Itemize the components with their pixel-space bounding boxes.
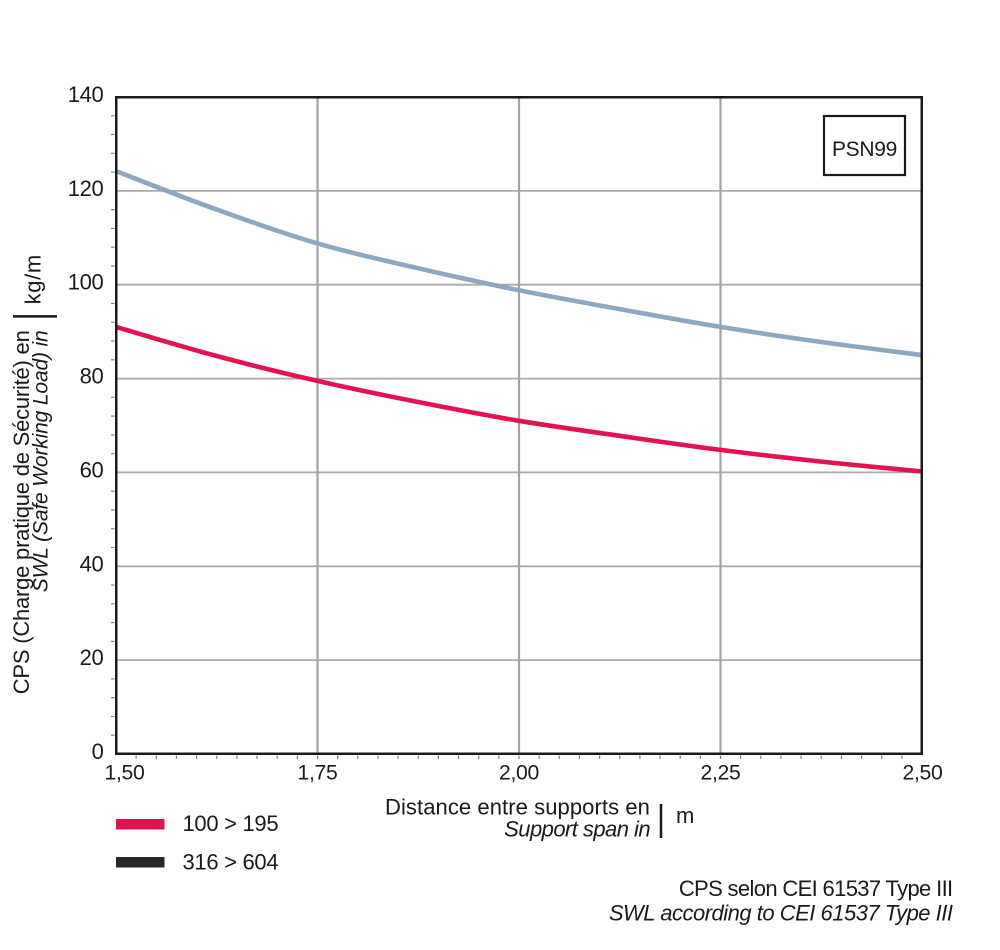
svg-text:80: 80 [80,364,104,389]
svg-text:SWL according to CEI 61537 Typ: SWL according to CEI 61537 Type III [609,901,953,926]
svg-text:100 > 195: 100 > 195 [183,811,279,836]
svg-text:100: 100 [68,270,104,295]
svg-text:2,50: 2,50 [902,762,942,785]
svg-text:1,75: 1,75 [297,762,337,785]
svg-text:SWL (Safe Working Load) in: SWL (Safe Working Load) in [30,330,53,592]
svg-text:60: 60 [80,457,104,482]
svg-text:PSN99: PSN99 [832,138,897,161]
svg-text:120: 120 [68,176,104,201]
svg-text:20: 20 [80,645,104,670]
svg-text:2,00: 2,00 [499,762,539,785]
svg-text:Distance entre supports en: Distance entre supports en [385,795,650,820]
svg-text:2,25: 2,25 [700,762,740,785]
svg-text:kg/m: kg/m [21,254,46,304]
svg-text:1,50: 1,50 [104,762,144,785]
svg-text:40: 40 [80,551,104,576]
svg-text:0: 0 [92,739,104,764]
svg-text:Support span in: Support span in [504,817,650,842]
svg-text:316 > 604: 316 > 604 [183,850,279,875]
svg-text:140: 140 [68,82,104,107]
svg-text:m: m [676,803,694,828]
svg-text:CPS (Charge pratique de Sécuri: CPS (Charge pratique de Sécurité) en [9,330,34,694]
svg-text:CPS selon CEI 61537 Type III: CPS selon CEI 61537 Type III [679,876,953,901]
